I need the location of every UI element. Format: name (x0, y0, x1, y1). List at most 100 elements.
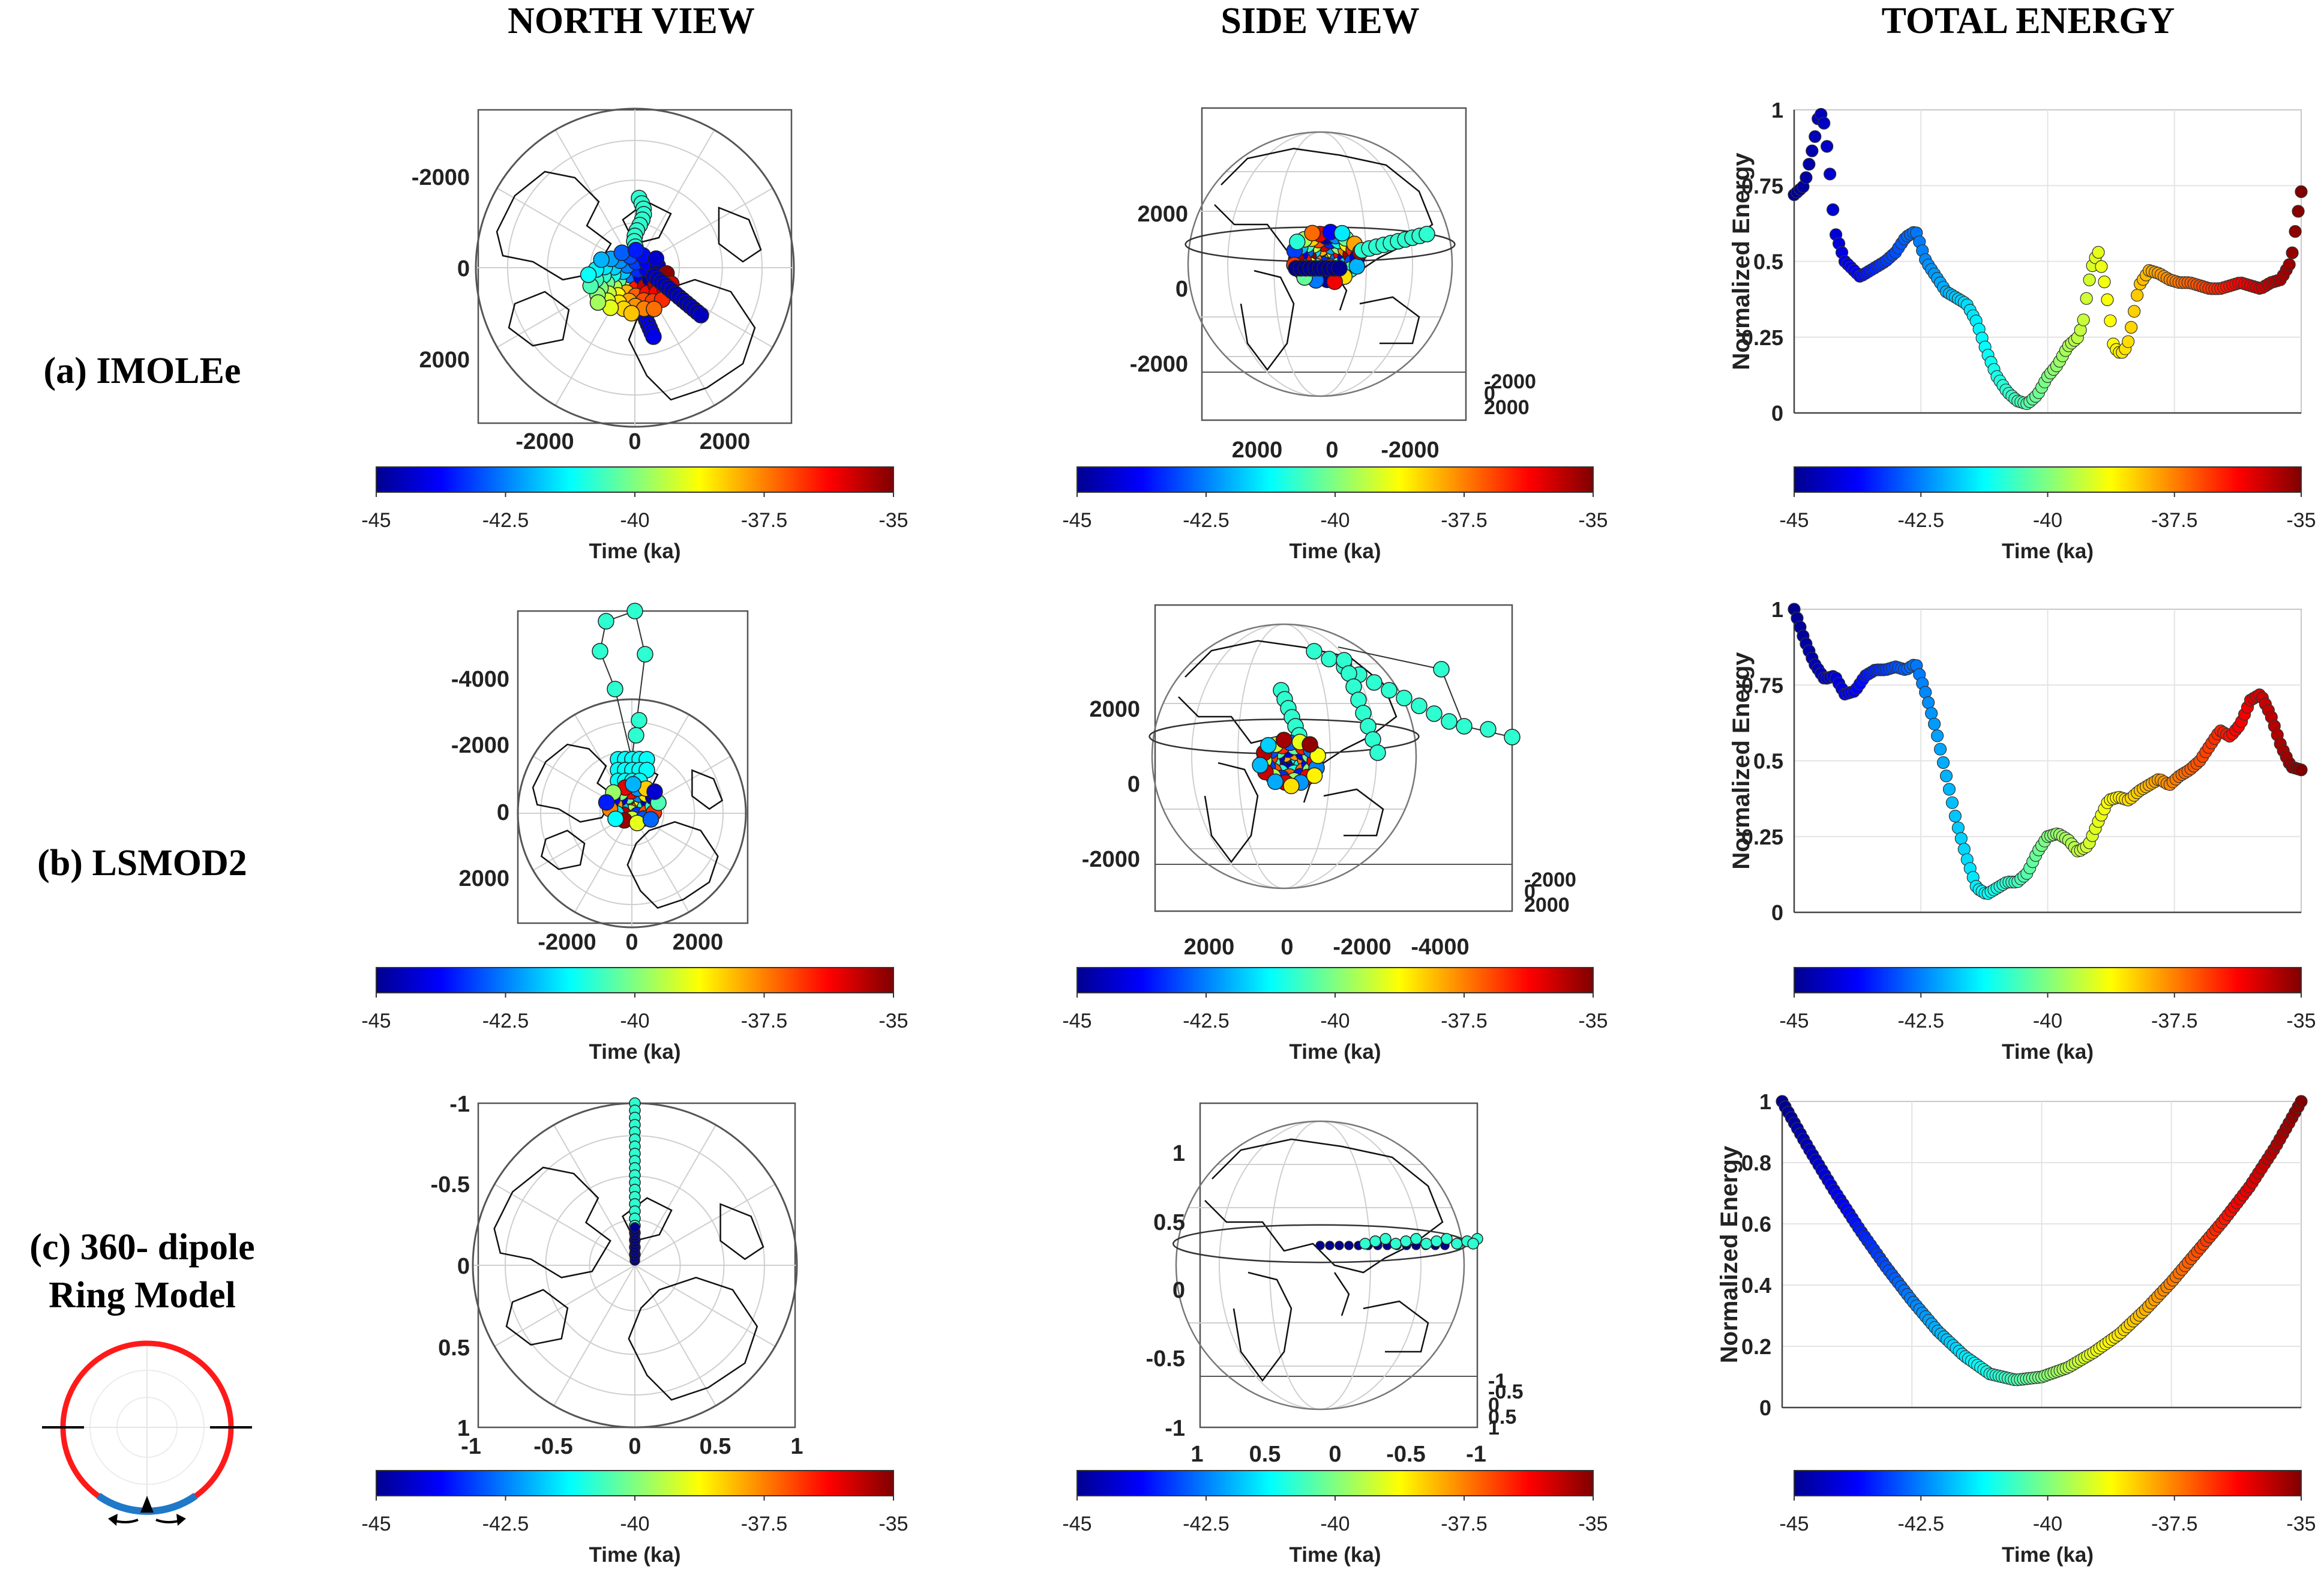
north-view-1-trajectory-point (647, 250, 665, 267)
side-view-3-ztick: -0.5 (1488, 1381, 1524, 1403)
energy-1-data-point (2098, 276, 2111, 289)
side-2-colorbar: -45 -42.5 -40 -37.5 -35 Time (ka) (1062, 967, 1608, 1064)
energy-1-data-point (1803, 158, 1816, 171)
side-view-3-ytick: -1 (1165, 1416, 1185, 1441)
side-2-colorbar-tick-label: -45 (1062, 1010, 1091, 1032)
side-view-2-globe-outline (1151, 623, 1417, 890)
north-3-colorbar-tick-label: -42.5 (482, 1513, 529, 1535)
side-view-1-xtick: 0 (1326, 438, 1338, 463)
energy-2-ytick: 0.5 (1753, 749, 1783, 774)
north-1-colorbar-tick-label: -37.5 (741, 509, 788, 532)
north-view-1-meridian (634, 130, 715, 268)
north-view-1-coastline (628, 279, 756, 401)
energy-2-data-point (1936, 756, 1950, 769)
north-view-2-trajectory-point (598, 794, 615, 811)
energy-1-ytick: 0 (1771, 401, 1783, 426)
row-label-ring-line1: (c) 360- dipole (29, 1227, 254, 1268)
side-view-3-trajectory-point (1325, 1241, 1335, 1250)
energy-3-ytick: 0.2 (1741, 1334, 1771, 1359)
side-view-3-ytick: 0.5 (1153, 1210, 1185, 1235)
energy-1-data-point (1818, 116, 1831, 130)
side-view-1-xtick: -2000 (1381, 438, 1439, 463)
north-3-colorbar-tick-label: -40 (620, 1513, 649, 1535)
energy-1-data-point (2283, 258, 2296, 271)
energy-1-data-point (2092, 245, 2105, 259)
side-view-3-xtick: -1 (1466, 1442, 1486, 1467)
energy-2-ylabel: Normalized Energy (1728, 652, 1755, 870)
side-view-2-xtick: 2000 (1184, 935, 1235, 960)
energy-2-data-point (1928, 717, 1941, 730)
side-view-2-trajectory-point (1369, 744, 1386, 761)
energy-1-data-point (2289, 224, 2302, 238)
side-view-2-trajectory-point (1302, 736, 1318, 753)
energy-1-colorbar-label: Time (ka) (2002, 540, 2094, 563)
side-view-3-trajectory-point (1344, 1241, 1354, 1250)
north-view-3-meridian (634, 1184, 776, 1266)
energy-3-colorbar-tick-label: -35 (2286, 1513, 2316, 1535)
energy-1-data-point (2083, 273, 2096, 286)
north-view-3-ytick: 0.5 (438, 1336, 470, 1361)
north-view-2-globe-outline (517, 698, 747, 929)
energy-3-colorbar-tick-label: -37.5 (2151, 1513, 2198, 1535)
energy-3-ytick: 0 (1759, 1396, 1771, 1420)
side-view-3-coastline (1204, 1138, 1444, 1274)
north-view-1-trajectory-point (623, 305, 640, 322)
north-view-2-coastline (540, 830, 586, 870)
energy-1-data-point (2131, 289, 2144, 302)
side-view-2-trajectory-point (1441, 713, 1458, 730)
energy-3-ylabel: Normalized Energy (1716, 1145, 1743, 1363)
energy-1-data-point (2122, 335, 2135, 348)
side-2-colorbar-tick-label: -37.5 (1441, 1010, 1488, 1032)
ring-model-diagram (42, 1340, 252, 1526)
side-view-3-trajectory-point (1451, 1238, 1463, 1250)
side-view-2-trajectory-point (1411, 697, 1428, 714)
north-view-2-ytick: -2000 (451, 733, 509, 758)
column-title-energy: TOTAL ENERGY (1882, 1, 2175, 41)
side-1-colorbar-tick-label: -42.5 (1183, 509, 1230, 532)
energy-1-data-point (2104, 314, 2117, 328)
side-view-1-ytick: -2000 (1130, 352, 1188, 377)
north-view-2-trajectory-point (626, 603, 643, 619)
energy-3-colorbar-tick-label: -42.5 (1898, 1513, 1945, 1535)
north-view-3-meridian (634, 1265, 716, 1406)
north-2-colorbar-tick-label: -37.5 (741, 1010, 788, 1032)
north-view-1-coastline (508, 291, 570, 347)
side-view-2-coastline (1323, 788, 1384, 837)
side-3-colorbar-label: Time (ka) (1289, 1543, 1381, 1567)
side-view-2-trajectory-point (1267, 773, 1284, 791)
side-view-1-trajectory-point (1304, 224, 1321, 242)
north-view-3-panel: -1-0.500.51-1 -0.5 0 0.5 1 (431, 1092, 803, 1459)
north-view-1-trajectory-point (645, 328, 662, 345)
side-view-2-ytick: 0 (1127, 772, 1140, 797)
side-view-2-trajectory-point (1309, 747, 1326, 764)
energy-3-ytick: 0.4 (1741, 1273, 1771, 1298)
north-2-colorbar-tick-label: -35 (878, 1010, 908, 1032)
side-1-colorbar-tick-label: -35 (1578, 509, 1608, 532)
north-view-2-xtick: 0 (625, 930, 638, 955)
north-view-2-trajectory-point (646, 783, 663, 800)
energy-1-colorbar-tick-label: -40 (2033, 509, 2062, 532)
energy-2-data-point (1948, 809, 1962, 823)
side-view-3-trajectory-point (1369, 1235, 1381, 1247)
north-2-colorbar-tick-label: -40 (620, 1010, 649, 1032)
north-view-3-ytick: 1 (457, 1416, 470, 1441)
ring-marker-icon (140, 1496, 154, 1513)
north-view-3-ytick: -1 (449, 1092, 470, 1117)
north-view-3-xtick: -0.5 (533, 1434, 572, 1459)
side-2-colorbar-tick-label: -42.5 (1183, 1010, 1230, 1032)
side-view-2-ytick: 2000 (1089, 697, 1140, 722)
side-view-2-xtick: -4000 (1411, 935, 1469, 960)
north-view-1-trajectory-point (646, 300, 662, 318)
energy-2-data-point (1942, 783, 1956, 796)
side-view-1-trajectory-point (1331, 260, 1348, 277)
energy-2-data-point (1951, 821, 1965, 834)
energy-2-colorbar-gradient (1794, 967, 2302, 993)
side-view-3-xtick: 0.5 (1249, 1442, 1281, 1467)
energy-2-colorbar-tick-label: -40 (2033, 1010, 2062, 1032)
energy-3-colorbar-tick-label: -40 (2033, 1513, 2062, 1535)
north-view-3-meridian (553, 1265, 635, 1406)
side-3-colorbar-tick-label: -40 (1320, 1513, 1350, 1535)
energy-1-data-point (2295, 185, 2308, 198)
north-view-1-trajectory-point (593, 251, 610, 268)
